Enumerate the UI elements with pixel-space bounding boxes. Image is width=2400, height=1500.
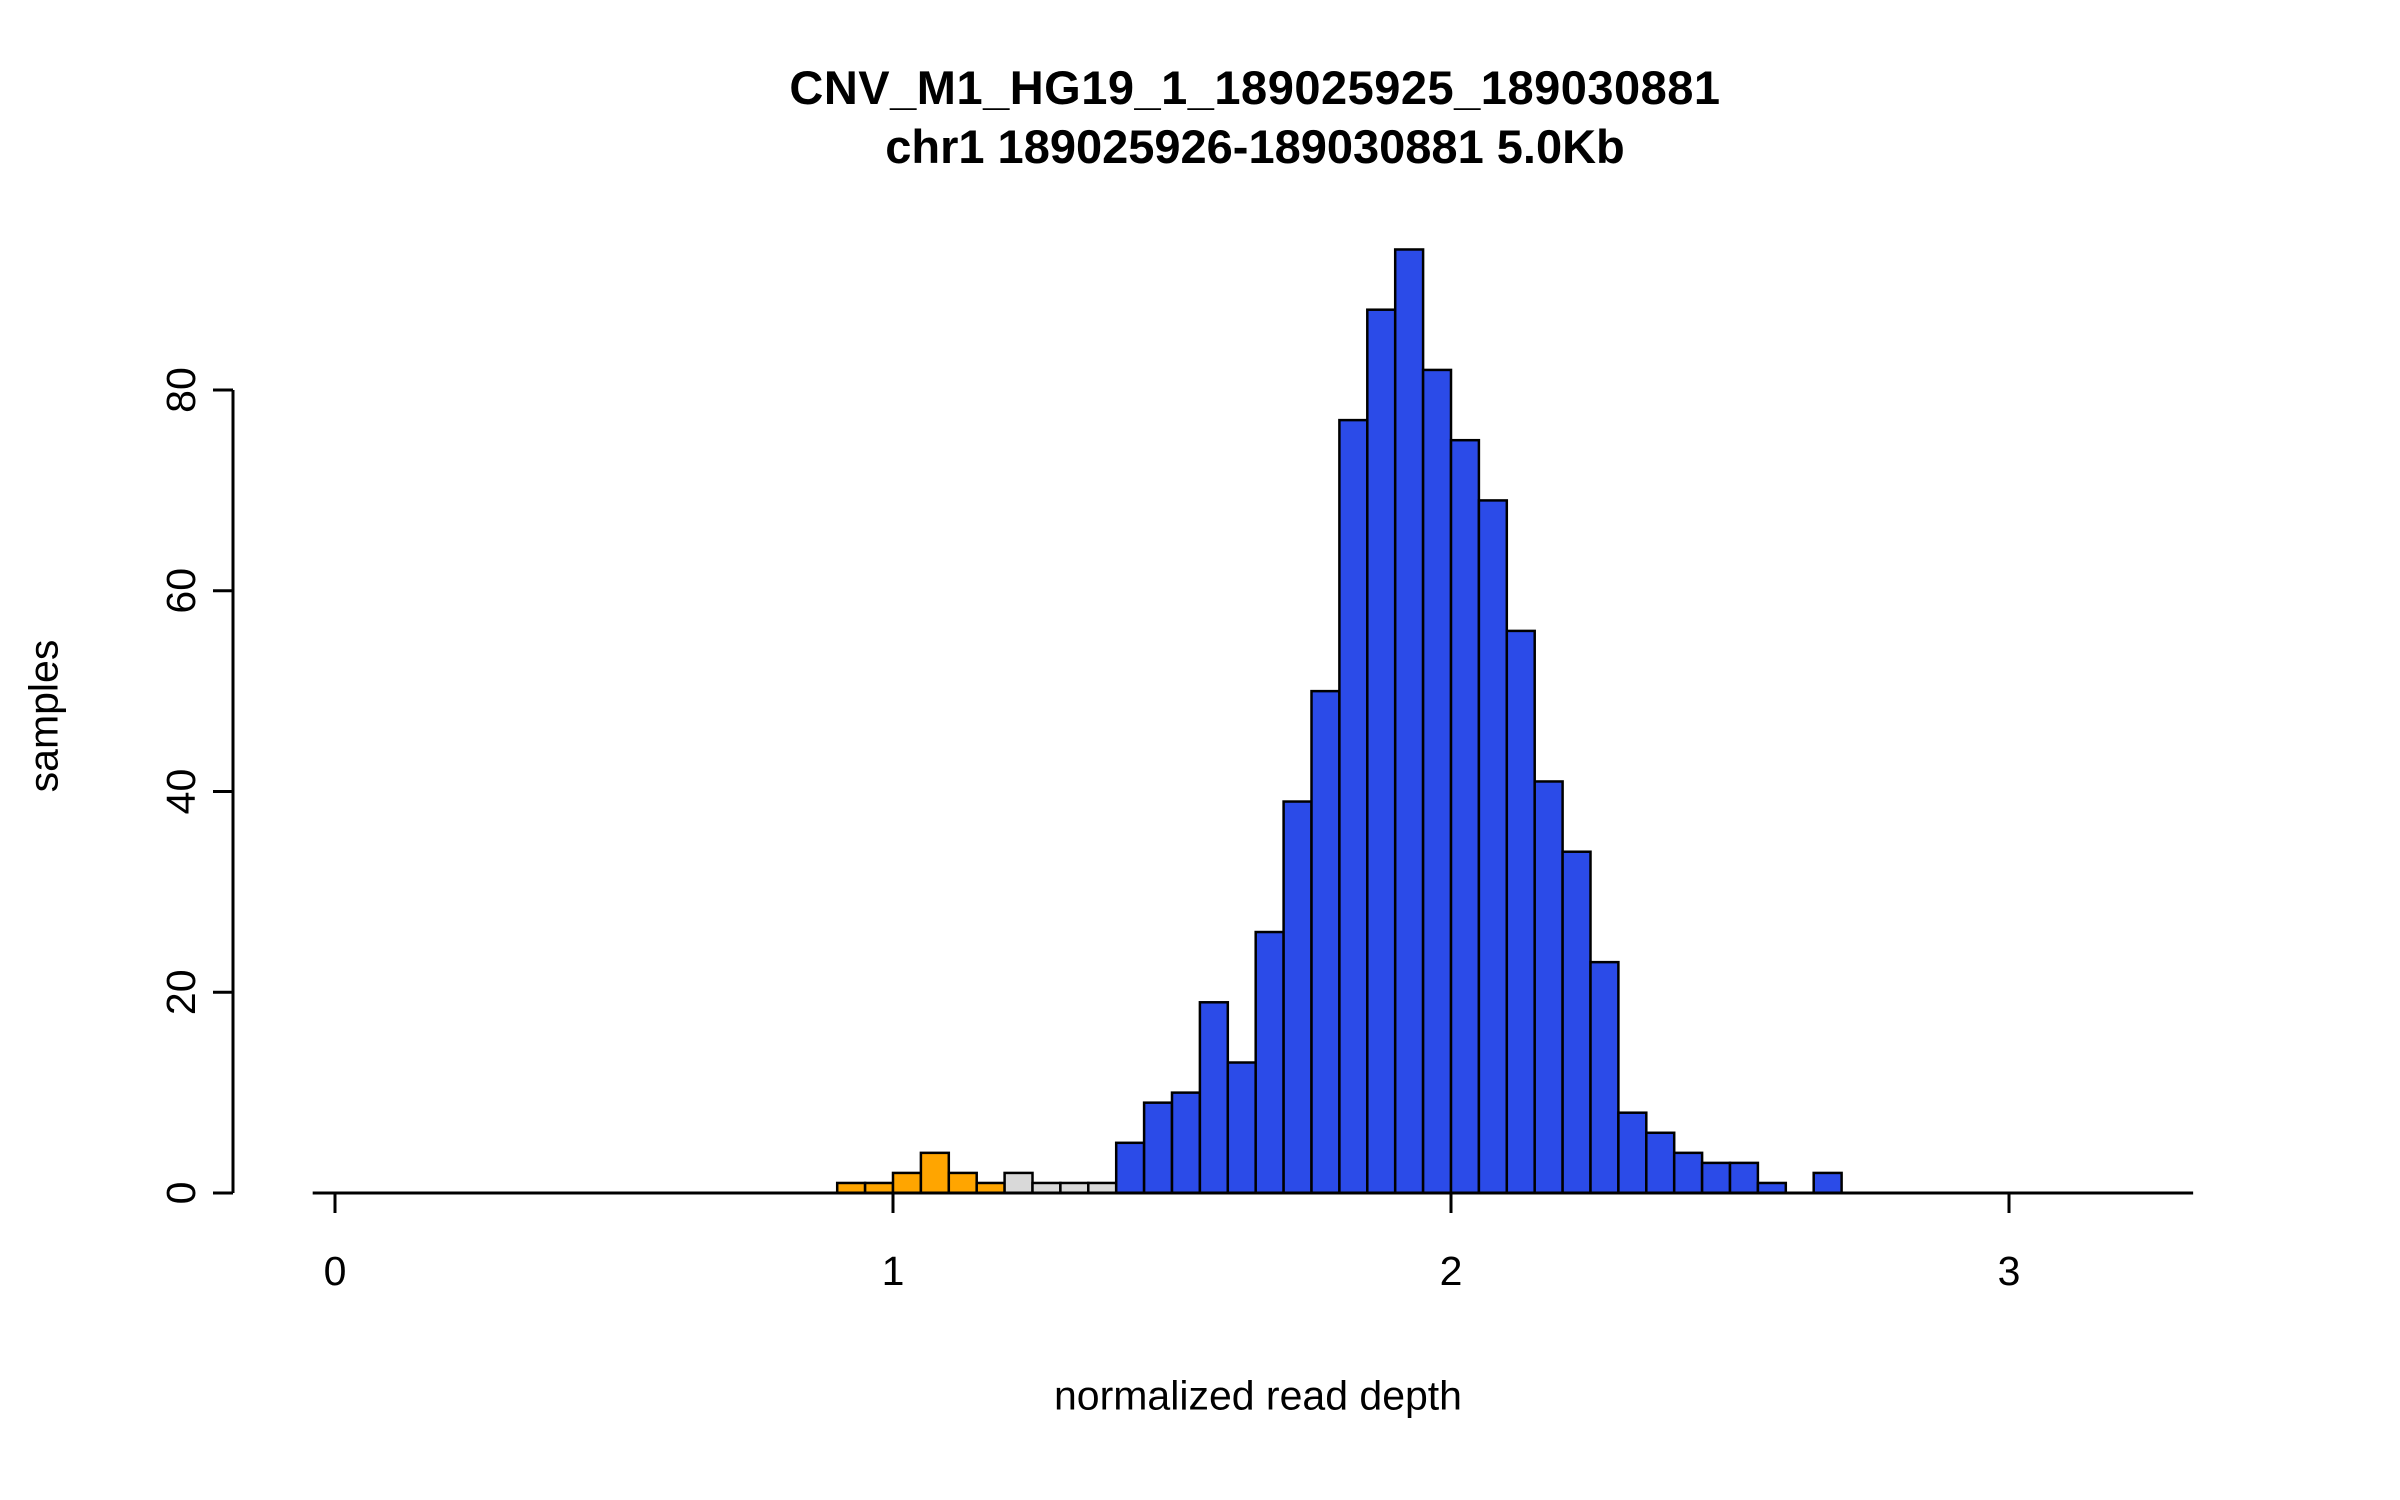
y-tick-label: 60 [158, 568, 204, 614]
histogram-bar [1003, 1171, 1034, 1195]
histogram-bar [1393, 248, 1425, 1195]
histogram-bar [975, 1181, 1006, 1195]
y-tick-label: 80 [158, 367, 204, 413]
y-tick-label: 40 [158, 769, 204, 815]
x-tick-label: 3 [1998, 1248, 2021, 1294]
histogram-bar [1477, 499, 1509, 1195]
y-tick-label: 0 [158, 1182, 204, 1205]
x-tick-label: 1 [882, 1248, 905, 1294]
histogram-bar [1449, 438, 1481, 1195]
title-block: CNV_M1_HG19_1_189025925_189030881 chr1 1… [255, 58, 2255, 176]
histogram-bar [1087, 1181, 1118, 1195]
histogram-bar [1170, 1091, 1202, 1195]
histogram-bar [1728, 1161, 1760, 1195]
histogram-bar [1589, 960, 1620, 1195]
histogram-bar [1756, 1181, 1788, 1195]
histogram-bar [1505, 629, 1536, 1195]
histogram-bar [1282, 800, 1313, 1195]
chart-subtitle: chr1 189025926-189030881 5.0Kb [885, 120, 1625, 173]
x-tick-label: 0 [324, 1248, 347, 1294]
y-tick-label: 20 [158, 969, 204, 1015]
histogram-bar [1561, 850, 1592, 1195]
histogram-bar [1254, 930, 1285, 1195]
histogram-bar [863, 1181, 895, 1195]
histogram-bar [1031, 1181, 1062, 1195]
histogram-bar [835, 1181, 867, 1195]
histogram-bar [1672, 1151, 1704, 1195]
histogram-bar [1198, 1001, 1230, 1195]
x-tick-label: 2 [1440, 1248, 1463, 1294]
histogram-bar [1645, 1131, 1676, 1195]
histogram-bar [1142, 1101, 1174, 1195]
histogram-bar [1114, 1141, 1146, 1195]
histogram-bar [1700, 1161, 1732, 1195]
histogram-bar [919, 1151, 951, 1195]
histogram-bar [1366, 308, 1397, 1195]
histogram-bar [1421, 368, 1453, 1195]
histogram-bar [1812, 1171, 1843, 1195]
histogram-bar [1533, 780, 1564, 1195]
histogram-bar [1226, 1061, 1257, 1195]
histogram-bar [1310, 689, 1341, 1195]
histogram-bar [1059, 1181, 1090, 1195]
histogram-bar [947, 1171, 978, 1195]
histogram-bar [1338, 418, 1369, 1195]
histogram-bar [1617, 1111, 1648, 1195]
histogram-bar [891, 1171, 923, 1195]
x-axis-label: normalized read depth [1054, 1372, 1462, 1419]
chart-title: CNV_M1_HG19_1_189025925_189030881 [789, 61, 1721, 114]
